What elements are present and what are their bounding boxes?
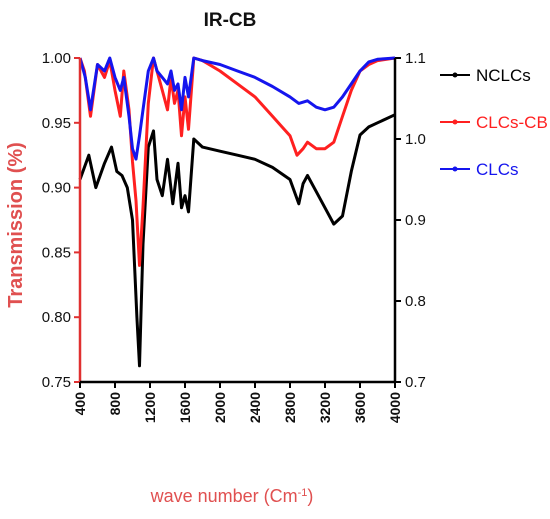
legend-label-clcs: CLCs [476,160,519,179]
x-tick-label: 800 [107,392,123,416]
y-left-tick-label: 0.85 [42,244,71,261]
y-right-tick-label: 0.7 [405,374,426,391]
x-tick-label: 1200 [142,392,158,423]
y-left-tick-label: 1.00 [42,50,71,67]
y-right-tick-label: 0.9 [405,212,426,229]
y-right-tick-label: 0.8 [405,293,426,310]
series-line-clcs-cb [78,56,396,267]
x-axis-label-main: wave number (Cm [150,486,298,506]
x-axis-label-sup: -1 [298,487,308,499]
x-axis-label: wave number (Cm-1) [150,486,314,506]
series-line-clcs [78,56,396,161]
x-tick-label: 400 [72,392,88,416]
series-line-nclcs [78,113,396,368]
x-tick-label: 2000 [212,392,228,423]
ticks-layer: 0.75 0.80 0.85 0.90 0.95 1.00 0.7 0.8 0.9 1.0 1.1 4… [42,50,426,423]
y-left-tick-label: 0.75 [42,374,71,391]
legend-swatch-marker [452,166,458,172]
legend-label-nclcs: NCLCs [476,66,531,85]
y-left-tick-label: 0.90 [42,180,71,197]
x-tick-label: 2800 [282,392,298,423]
x-tick-label: 3200 [317,392,333,423]
x-axis-label-close: ) [307,486,313,506]
y-left-tick-label: 0.95 [42,115,71,132]
y-left-tick-label: 0.80 [42,309,71,326]
x-tick-label: 2400 [247,392,263,423]
x-tick-label: 3600 [352,392,368,423]
x-tick-label: 1600 [177,392,193,423]
chart-title: IR-CB [204,10,257,31]
legend-label-clcs-cb: CLCs-CB [476,113,548,132]
series-layer [78,56,396,368]
x-tick-label: 4000 [387,392,403,423]
legend: NCLCs CLCs-CB CLCs [440,66,548,179]
legend-swatch-marker [452,119,458,125]
y-axis-label: Transmission (%) [5,142,27,308]
y-right-tick-label: 1.1 [405,50,426,67]
legend-swatch-marker [452,72,458,78]
y-right-tick-label: 1.0 [405,131,426,148]
